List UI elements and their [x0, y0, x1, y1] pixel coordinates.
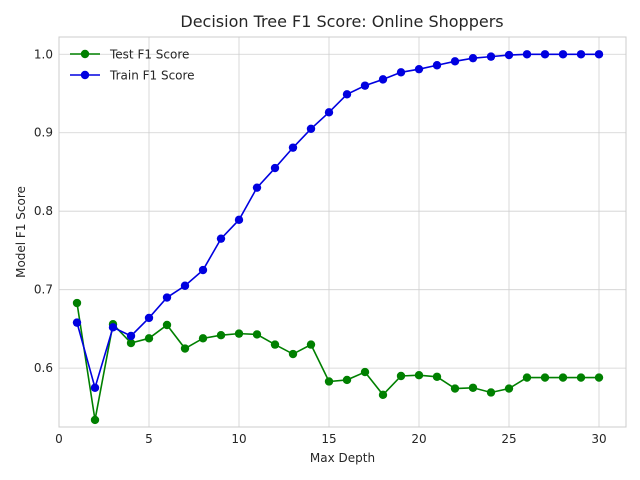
- data-point: [72, 318, 82, 327]
- data-point: [126, 338, 136, 348]
- data-point: [270, 340, 280, 349]
- data-point: [378, 390, 388, 400]
- data-point: [324, 108, 334, 117]
- y-tick-label: 1.0: [34, 47, 53, 61]
- series-line: [76, 302, 599, 421]
- x-tick-label: 25: [501, 432, 516, 446]
- data-point: [270, 163, 280, 173]
- data-point: [396, 68, 406, 77]
- data-point: [504, 384, 514, 393]
- data-point: [252, 183, 262, 192]
- data-point: [576, 373, 586, 382]
- data-point: [558, 373, 568, 382]
- x-tick-label: 20: [411, 432, 426, 446]
- series-layer: [72, 50, 604, 425]
- y-tick-label: 0.8: [34, 204, 53, 218]
- data-point: [540, 373, 550, 382]
- data-point: [360, 367, 370, 377]
- data-point: [540, 50, 550, 59]
- x-tick-label: 0: [55, 432, 63, 446]
- data-point: [504, 50, 514, 60]
- data-point: [180, 344, 190, 353]
- legend-item: Test F1 Score: [70, 48, 189, 62]
- y-tick-label: 0.7: [34, 283, 53, 297]
- legend-marker: [80, 49, 90, 59]
- data-point: [468, 383, 478, 392]
- data-point: [198, 265, 208, 275]
- y-axis-ticks: 0.6 0.7 0.8 0.9 1.0: [34, 47, 53, 375]
- data-point: [576, 50, 586, 59]
- x-tick-label: 15: [321, 432, 336, 446]
- data-point: [180, 281, 190, 290]
- data-point: [396, 371, 406, 381]
- x-axis-label: Max Depth: [310, 451, 375, 465]
- x-tick-label: 5: [145, 432, 153, 446]
- data-point: [288, 349, 298, 359]
- data-point: [162, 320, 172, 330]
- legend-marker: [80, 70, 90, 80]
- x-tick-label: 30: [591, 432, 606, 446]
- data-point: [360, 81, 370, 90]
- y-tick-label: 0.6: [34, 361, 53, 375]
- series-0: [72, 298, 604, 425]
- data-point: [306, 124, 316, 134]
- x-axis-ticks: 0 5 10 15 20 25 30: [55, 432, 606, 446]
- legend-label: Train F1 Score: [109, 69, 195, 83]
- data-point: [198, 334, 208, 343]
- data-point: [486, 52, 496, 61]
- data-point: [378, 75, 388, 84]
- data-point: [432, 372, 442, 381]
- data-point: [594, 50, 604, 59]
- data-point: [288, 143, 298, 152]
- data-point: [594, 373, 604, 382]
- data-point: [522, 373, 532, 382]
- data-point: [468, 53, 478, 63]
- data-point: [414, 64, 424, 74]
- data-point: [126, 331, 136, 341]
- series-line: [76, 53, 599, 391]
- data-point: [486, 388, 496, 397]
- grid-layer: [58, 37, 626, 427]
- data-point: [450, 57, 460, 66]
- plot-area-frame: [58, 36, 627, 428]
- legend: Test F1 Score Train F1 Score: [70, 48, 195, 83]
- data-point: [72, 298, 82, 308]
- data-point: [306, 340, 316, 349]
- x-tick-label: 10: [231, 432, 246, 446]
- data-point: [90, 383, 100, 392]
- data-point: [234, 329, 244, 338]
- data-point: [162, 293, 172, 302]
- data-point: [558, 50, 568, 59]
- legend-item: Train F1 Score: [70, 69, 195, 83]
- data-point: [522, 50, 532, 59]
- data-point: [108, 323, 118, 332]
- data-point: [414, 371, 424, 380]
- series-1: [72, 50, 604, 392]
- data-point: [234, 215, 244, 225]
- chart-title: Decision Tree F1 Score: Online Shoppers: [180, 12, 503, 31]
- data-point: [144, 334, 154, 343]
- data-point: [216, 234, 226, 243]
- data-point: [342, 375, 352, 385]
- legend-label: Test F1 Score: [109, 48, 189, 62]
- data-point: [342, 90, 352, 99]
- y-tick-label: 0.9: [34, 126, 53, 140]
- data-point: [450, 384, 460, 393]
- y-axis-label: Model F1 Score: [14, 186, 28, 278]
- data-point: [144, 313, 154, 323]
- data-point: [90, 415, 100, 425]
- data-point: [252, 330, 262, 339]
- data-point: [216, 330, 226, 340]
- data-point: [324, 377, 334, 386]
- data-point: [432, 61, 442, 70]
